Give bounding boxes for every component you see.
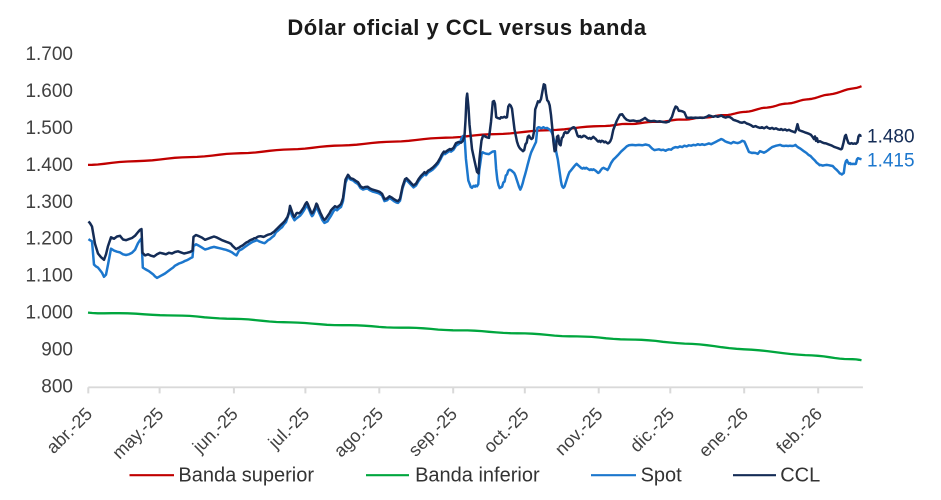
svg-text:1.200: 1.200 xyxy=(25,229,73,250)
svg-text:1.600: 1.600 xyxy=(25,81,73,102)
svg-text:Banda superior: Banda superior xyxy=(178,465,314,487)
svg-text:CCL: CCL xyxy=(780,465,820,487)
svg-text:1.500: 1.500 xyxy=(25,118,73,139)
svg-text:1.300: 1.300 xyxy=(25,192,73,213)
svg-text:Dólar oficial y CCL versus ban: Dólar oficial y CCL versus banda xyxy=(287,15,646,40)
svg-text:1.415: 1.415 xyxy=(867,150,915,171)
svg-text:Banda inferior: Banda inferior xyxy=(415,465,540,487)
svg-text:1.480: 1.480 xyxy=(867,126,915,147)
svg-text:1.100: 1.100 xyxy=(25,266,73,287)
svg-text:1.700: 1.700 xyxy=(25,44,73,65)
svg-text:1.000: 1.000 xyxy=(25,303,73,324)
svg-text:1.400: 1.400 xyxy=(25,155,73,176)
svg-text:800: 800 xyxy=(41,377,73,398)
svg-text:Spot: Spot xyxy=(641,465,683,487)
svg-text:900: 900 xyxy=(41,340,73,361)
